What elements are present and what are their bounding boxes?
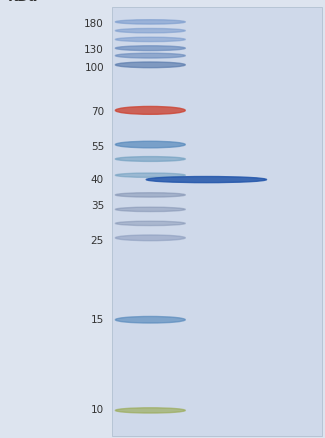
- Ellipse shape: [115, 173, 185, 177]
- Ellipse shape: [115, 316, 185, 323]
- Ellipse shape: [115, 62, 185, 68]
- Ellipse shape: [115, 221, 185, 226]
- Text: KDa: KDa: [8, 0, 38, 4]
- Text: 35: 35: [91, 201, 104, 211]
- Ellipse shape: [115, 106, 185, 114]
- Ellipse shape: [115, 235, 185, 241]
- Text: 15: 15: [91, 315, 104, 325]
- Ellipse shape: [115, 193, 185, 197]
- Ellipse shape: [115, 157, 185, 161]
- Ellipse shape: [115, 408, 185, 413]
- Ellipse shape: [115, 28, 185, 33]
- Text: 40: 40: [91, 175, 104, 184]
- Ellipse shape: [115, 20, 185, 24]
- Ellipse shape: [115, 207, 185, 212]
- Ellipse shape: [146, 177, 266, 183]
- Text: 55: 55: [91, 142, 104, 152]
- Text: 130: 130: [84, 46, 104, 55]
- Ellipse shape: [115, 37, 185, 42]
- Ellipse shape: [115, 46, 185, 51]
- Bar: [112, 7, 322, 436]
- Ellipse shape: [115, 141, 185, 148]
- Text: 25: 25: [91, 236, 104, 246]
- Ellipse shape: [115, 53, 185, 58]
- Text: 180: 180: [84, 19, 104, 29]
- Text: 10: 10: [91, 405, 104, 414]
- Text: 70: 70: [91, 107, 104, 117]
- Text: 100: 100: [84, 63, 104, 73]
